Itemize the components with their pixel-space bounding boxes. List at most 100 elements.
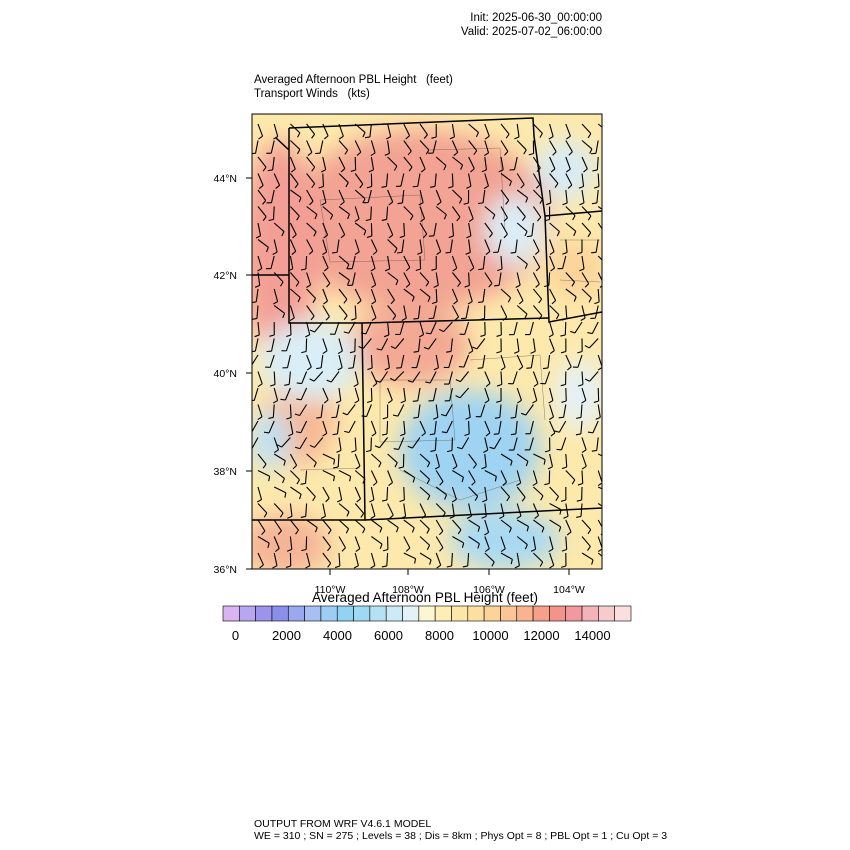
wind-barb (370, 420, 377, 437)
wind-barb (399, 486, 405, 503)
wind-barb (452, 536, 465, 548)
wind-barb (400, 503, 407, 519)
wind-barb (478, 189, 486, 205)
lat-tick-label: 38°N (214, 466, 237, 478)
wind-barb (435, 239, 442, 256)
wind-barb (419, 486, 431, 501)
wind-barb (434, 453, 440, 470)
wind-barb (306, 222, 317, 237)
wind-barb (484, 222, 493, 238)
wind-barbs (252, 123, 602, 569)
wind-barb (472, 338, 486, 350)
wind-barb (301, 536, 308, 552)
wind-barb (272, 239, 278, 255)
wind-barb (532, 288, 543, 304)
wind-barb (288, 420, 294, 437)
wind-barb (419, 123, 428, 139)
wind-barb (431, 123, 437, 139)
wind-barb (269, 321, 275, 337)
wind-barb (532, 255, 541, 272)
wind-barb (444, 387, 453, 402)
wind-barb (374, 437, 389, 449)
wind-barb (428, 305, 437, 320)
wind-barb (358, 338, 372, 350)
wind-barb (272, 552, 278, 569)
wind-barb (581, 272, 590, 288)
wind-barb (516, 503, 522, 520)
wind-barb (257, 470, 271, 482)
wind-barb (446, 338, 453, 353)
wind-barb (493, 420, 502, 435)
wind-barb (338, 305, 348, 320)
wind-barb (347, 272, 356, 287)
wind-barb (516, 140, 527, 155)
wind-barb (431, 255, 437, 271)
wind-barb (273, 437, 279, 454)
wind-barb (597, 453, 602, 457)
wind-barb (451, 255, 458, 272)
wind-barb (290, 189, 302, 203)
wind-barb (451, 288, 458, 305)
wind-barb (533, 189, 543, 204)
wind-barb (375, 371, 389, 383)
wind-barb (354, 222, 367, 236)
wind-barb (353, 552, 359, 569)
wind-barb (252, 338, 259, 352)
wind-barb (263, 420, 275, 434)
wind-barb (475, 404, 486, 418)
wind-barb (354, 387, 360, 404)
wind-barb (270, 371, 276, 387)
wind-barb (549, 239, 555, 256)
wind-barb (354, 189, 366, 204)
wind-barb (516, 453, 529, 467)
wind-barb (363, 189, 372, 204)
wind-barb (407, 371, 421, 383)
wind-barb (273, 305, 286, 319)
wind-barb (322, 222, 329, 239)
wind-barb (514, 123, 520, 140)
wind-barb (549, 305, 560, 320)
colorbar-swatch (516, 605, 534, 622)
colorbar-swatch (532, 605, 550, 622)
wind-barb (256, 486, 263, 503)
wind-barb (451, 305, 460, 321)
wind-barb (403, 536, 411, 552)
wind-barb (371, 536, 383, 549)
wind-barb (532, 305, 543, 320)
colorbar-swatch (467, 605, 485, 622)
wind-barb (403, 123, 411, 140)
wind-barb (430, 437, 437, 452)
wind-barb (333, 453, 340, 469)
wind-barb (403, 206, 414, 221)
wind-barb (287, 503, 293, 519)
wind-barb (468, 519, 481, 532)
colorbar-swatch (320, 605, 338, 622)
colorbar-swatch (483, 605, 501, 622)
wind-barb (565, 140, 573, 156)
wind-barb (484, 420, 491, 437)
wind-barb (429, 173, 437, 188)
wind-barb (387, 519, 399, 533)
wind-barb (493, 239, 502, 253)
wind-barb (451, 140, 459, 156)
wind-barb (481, 156, 488, 173)
wind-barb (418, 321, 425, 338)
wind-barb (354, 470, 366, 484)
wind-barb (526, 222, 534, 238)
wind-barb (483, 173, 489, 190)
wind-barb (489, 437, 502, 450)
wind-barb (288, 255, 294, 272)
wind-barb (435, 206, 447, 220)
wind-barb (338, 288, 348, 304)
wind-barb (401, 305, 407, 321)
wind-barb (371, 519, 383, 533)
wind-barb (528, 140, 535, 156)
wind-barb (322, 486, 330, 503)
wind-barb (560, 338, 567, 354)
wind-barb (516, 519, 529, 532)
wind-barb (322, 470, 336, 482)
wind-barb (565, 123, 571, 140)
wind-barb (322, 206, 334, 220)
wind-barb (306, 272, 312, 289)
